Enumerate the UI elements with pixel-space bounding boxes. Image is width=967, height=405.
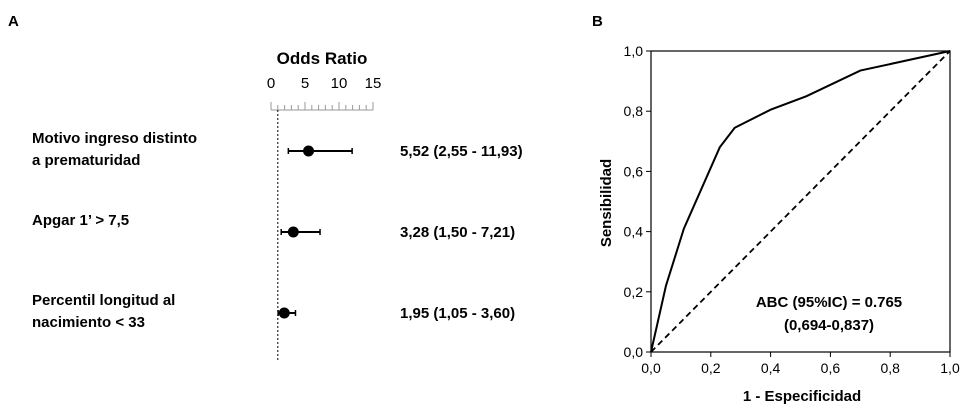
roc-y-tick-label: 0,8 <box>624 103 644 119</box>
roc-annotation-line-1: ABC (95%IC) = 0.765 <box>756 294 902 311</box>
odds-ratio-point <box>303 145 315 157</box>
reference-diagonal <box>650 50 951 353</box>
forest-tick-label: 15 <box>365 75 382 92</box>
panel-a-label: A <box>8 13 19 30</box>
roc-plot: 0,0 0,2 0,4 0,6 0,8 1,0 0,0 0,2 0,4 0,6 0,8 1,0 ABC… <box>598 43 960 405</box>
row-label: a prematuridad <box>32 152 140 169</box>
roc-annotation-line-2: (0,694-0,837) <box>784 317 874 334</box>
row-label: Percentil longitud al <box>32 292 175 309</box>
roc-x-tick-label: 0,4 <box>761 360 781 376</box>
panel-b-label: B <box>592 13 603 30</box>
roc-x-tick-label: 0,0 <box>641 360 661 376</box>
roc-x-axis-label: 1 - Especificidad <box>743 388 861 405</box>
row-label: Motivo ingreso distinto <box>32 130 197 147</box>
roc-y-tick-label: 0,2 <box>624 284 644 300</box>
forest-tick-label: 10 <box>331 75 348 92</box>
row-value: 1,95 (1,05 - 3,60) <box>400 305 515 322</box>
roc-axes: 0,0 0,2 0,4 0,6 0,8 1,0 0,0 0,2 0,4 0,6 0,8 1,0 <box>624 43 960 376</box>
row-label: Apgar 1’ > 7,5 <box>32 212 129 229</box>
roc-y-tick-label: 0,0 <box>624 344 644 360</box>
odds-ratio-point <box>278 307 290 319</box>
row-label: nacimiento < 33 <box>32 314 145 331</box>
forest-rows: Motivo ingreso distinto a prematuridad 5,5… <box>32 130 523 331</box>
roc-x-tick-label: 1,0 <box>940 360 960 376</box>
forest-tick-label: 0 <box>267 75 275 92</box>
forest-plot: Odds Ratio 0 5 10 15 Motivo ingreso distint… <box>32 49 523 360</box>
forest-title: Odds Ratio <box>277 49 368 68</box>
forest-tick-label: 5 <box>301 75 309 92</box>
forest-axis: 0 5 10 15 <box>267 75 382 360</box>
roc-curve <box>650 50 951 353</box>
row-value: 5,52 (2,55 - 11,93) <box>400 143 523 160</box>
roc-x-tick-label: 0,2 <box>701 360 721 376</box>
roc-x-tick-label: 0,8 <box>880 360 900 376</box>
odds-ratio-point <box>287 226 299 238</box>
roc-plot-frame <box>650 50 951 353</box>
roc-y-tick-label: 0,4 <box>624 224 644 240</box>
roc-y-axis-label: Sensibilidad <box>598 159 615 247</box>
row-value: 3,28 (1,50 - 7,21) <box>400 224 515 241</box>
roc-x-tick-label: 0,6 <box>821 360 841 376</box>
roc-y-tick-label: 0,6 <box>624 163 644 179</box>
roc-y-tick-label: 1,0 <box>624 43 644 59</box>
